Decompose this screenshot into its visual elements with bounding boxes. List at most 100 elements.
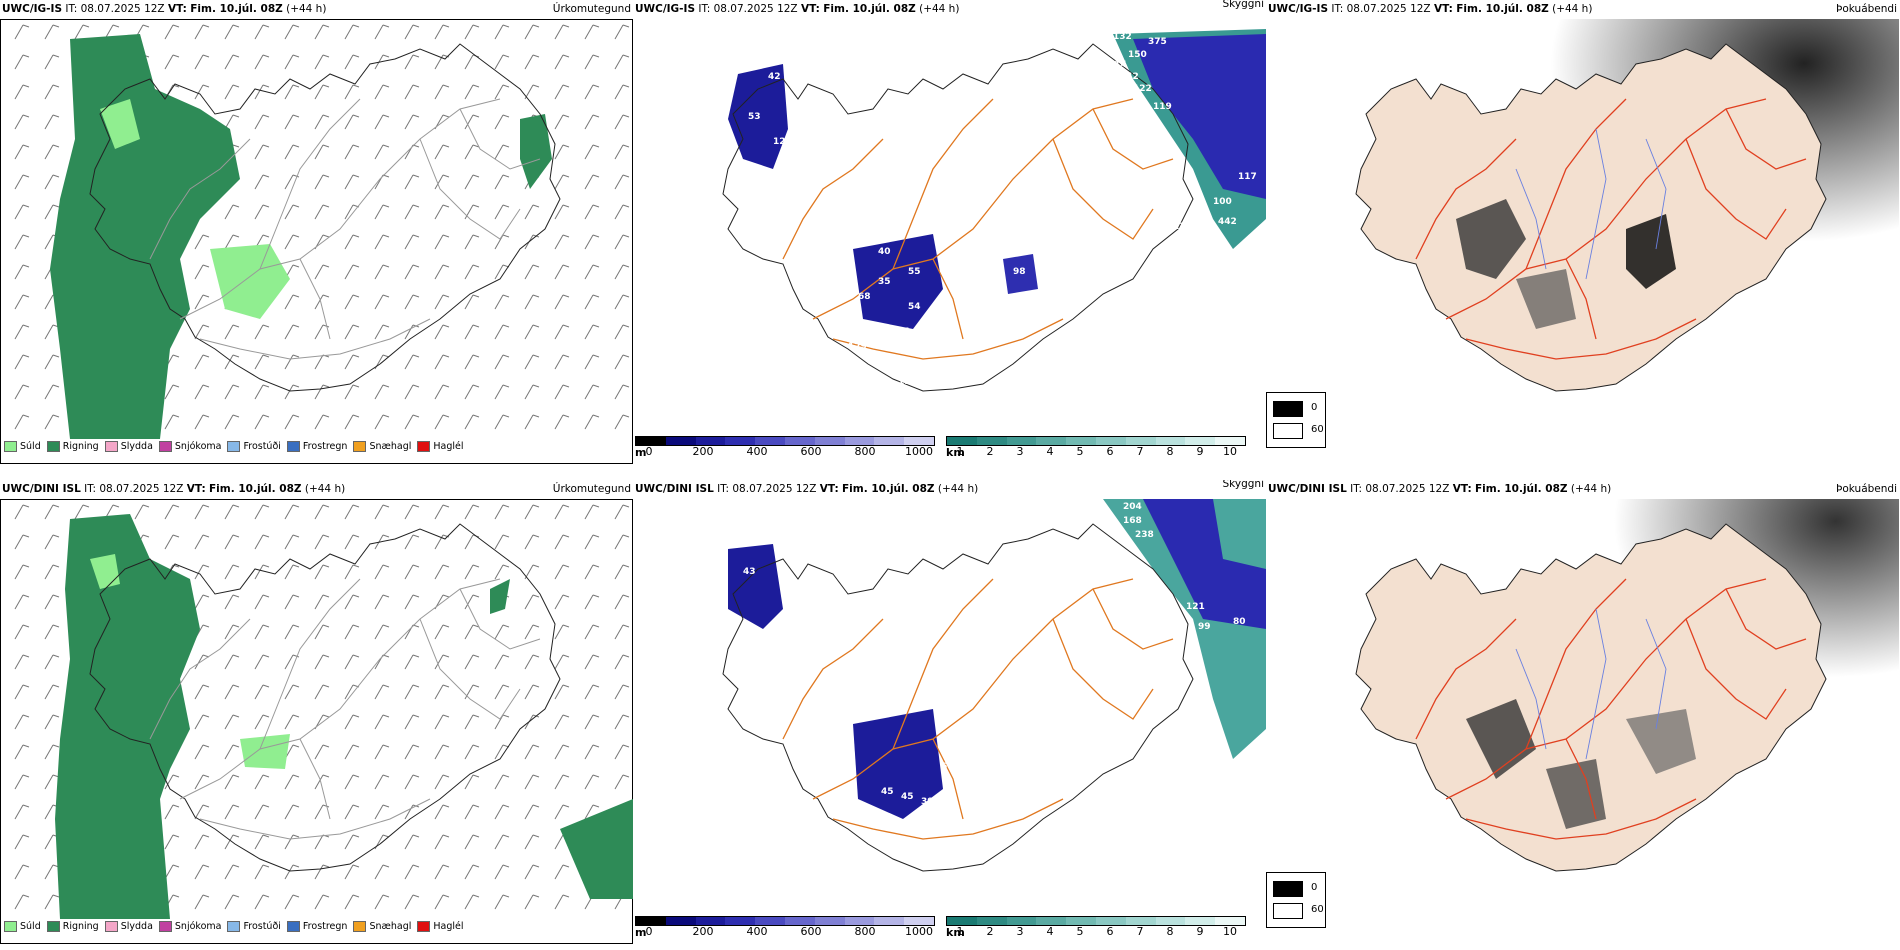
ceiling-label: 238 (1135, 530, 1154, 540)
wind-barb (464, 804, 480, 820)
wind-barb (584, 144, 600, 160)
wind-barb (284, 84, 300, 100)
road-line (1092, 108, 1174, 170)
wind-barb (494, 24, 510, 40)
colorbar-segment (665, 917, 696, 925)
wind-barb (254, 534, 270, 550)
colorbar-segment (665, 437, 696, 445)
colorbar-tick-label: 2 (986, 445, 994, 458)
legend-swatch (4, 441, 17, 452)
ceiling-label: 204 (1123, 502, 1142, 512)
wind-barb (164, 834, 180, 850)
ceiling-label: 98 (1013, 267, 1026, 277)
wind-barb (524, 264, 540, 280)
legend-item: Frostúði (227, 438, 281, 456)
wind-barb (434, 264, 450, 280)
wind-barb (554, 594, 570, 610)
wind-barb (464, 384, 480, 400)
wind-barb (254, 384, 270, 400)
lead-time: (+44 h) (286, 3, 327, 15)
wind-barb (404, 384, 420, 400)
wind-barb (464, 264, 480, 280)
low-cloud (728, 544, 783, 629)
wind-barb (14, 834, 30, 850)
road-line (1685, 618, 1787, 720)
legend-label: Súld (20, 921, 41, 932)
ceiling-label: 43 (743, 567, 756, 577)
wind-barb (374, 24, 390, 40)
road-line (1052, 618, 1154, 720)
wind-barb (224, 414, 240, 430)
wind-barb (14, 414, 30, 430)
colorbar-tick-label: 4 (1046, 445, 1054, 458)
iceland-land (1355, 43, 1827, 392)
wind-barb (554, 264, 570, 280)
model-name: UWC/DINI ISL (2, 483, 81, 495)
ceiling-label: 121 (1186, 602, 1205, 612)
wind-barb (344, 774, 360, 790)
lead-time: (+44 h) (1552, 3, 1593, 15)
colorbar-segment (1066, 437, 1096, 445)
road-line (149, 138, 251, 260)
wind-barb (494, 564, 510, 580)
wind-barb (494, 54, 510, 70)
wind-barb (374, 264, 390, 280)
wind-barb (614, 294, 630, 310)
road-line (199, 318, 431, 360)
wind-barb (464, 564, 480, 580)
wind-barb (44, 24, 60, 40)
ceiling-colorbar: m 0 200 400 600 800 1000 (635, 916, 935, 940)
colorbar-segment (1125, 917, 1156, 925)
wind-barb (614, 84, 630, 100)
colorbar-segment (874, 437, 905, 445)
road-line (419, 138, 521, 240)
precip-legend: Súld Rigning Slydda Snjókoma Frostúði Frostre… (4, 918, 470, 936)
wind-barb (314, 564, 330, 580)
legend-item: Snjókoma (158, 438, 221, 456)
wind-barb (554, 624, 570, 640)
wind-barb (314, 414, 330, 430)
colorbar-tick-label: 8 (1166, 925, 1174, 938)
model-name: UWC/DINI ISL (635, 483, 714, 495)
wind-barb (584, 804, 600, 820)
wind-barb (404, 714, 420, 730)
wind-barb (374, 774, 390, 790)
model-name: UWC/IG-IS (1268, 3, 1329, 15)
wind-barb (44, 204, 60, 220)
colorbar-segment (755, 437, 785, 445)
wind-barb (494, 894, 510, 910)
wind-barb (584, 414, 600, 430)
legend-label: Frostregn (302, 921, 348, 932)
colorbar-tick-label: 8 (1166, 445, 1174, 458)
wind-barb (404, 264, 420, 280)
it-label: IT: (1350, 483, 1363, 495)
colorbar-segment (874, 917, 905, 925)
ceiling-label: 42 (768, 72, 781, 82)
valid-time: Fim. 10.júl. 08Z (842, 483, 935, 495)
ceiling-label: 375 (1148, 37, 1167, 47)
colorbar-ticks: 1 2 3 4 5 6 7 8 9 10 (946, 445, 1246, 459)
colorbar-segment (1155, 917, 1186, 925)
ceiling-label: 39 (921, 797, 934, 807)
wind-barb (284, 684, 300, 700)
colorbar-unit: km (946, 446, 965, 459)
legend-item: Frostregn (286, 438, 347, 456)
wind-barb (584, 234, 600, 250)
wind-barb (14, 654, 30, 670)
road-line (1445, 578, 1767, 800)
wind-barb (284, 714, 300, 730)
colorbar-segment (1185, 437, 1216, 445)
lead-time: (+44 h) (1570, 483, 1612, 495)
it-label: IT: (65, 3, 78, 15)
panel-header: UWC/IG-IS IT: 08.07.2025 12Z VT: Fim. 10… (0, 0, 633, 18)
legend-swatch (286, 441, 300, 452)
wind-barb (44, 864, 60, 880)
road-line (1052, 138, 1154, 240)
road-line (419, 618, 521, 720)
drizzle-area (100, 99, 140, 149)
wind-barb (284, 204, 300, 220)
wind-barb (194, 384, 210, 400)
wind-barb (44, 84, 60, 100)
rain-area (560, 799, 633, 899)
